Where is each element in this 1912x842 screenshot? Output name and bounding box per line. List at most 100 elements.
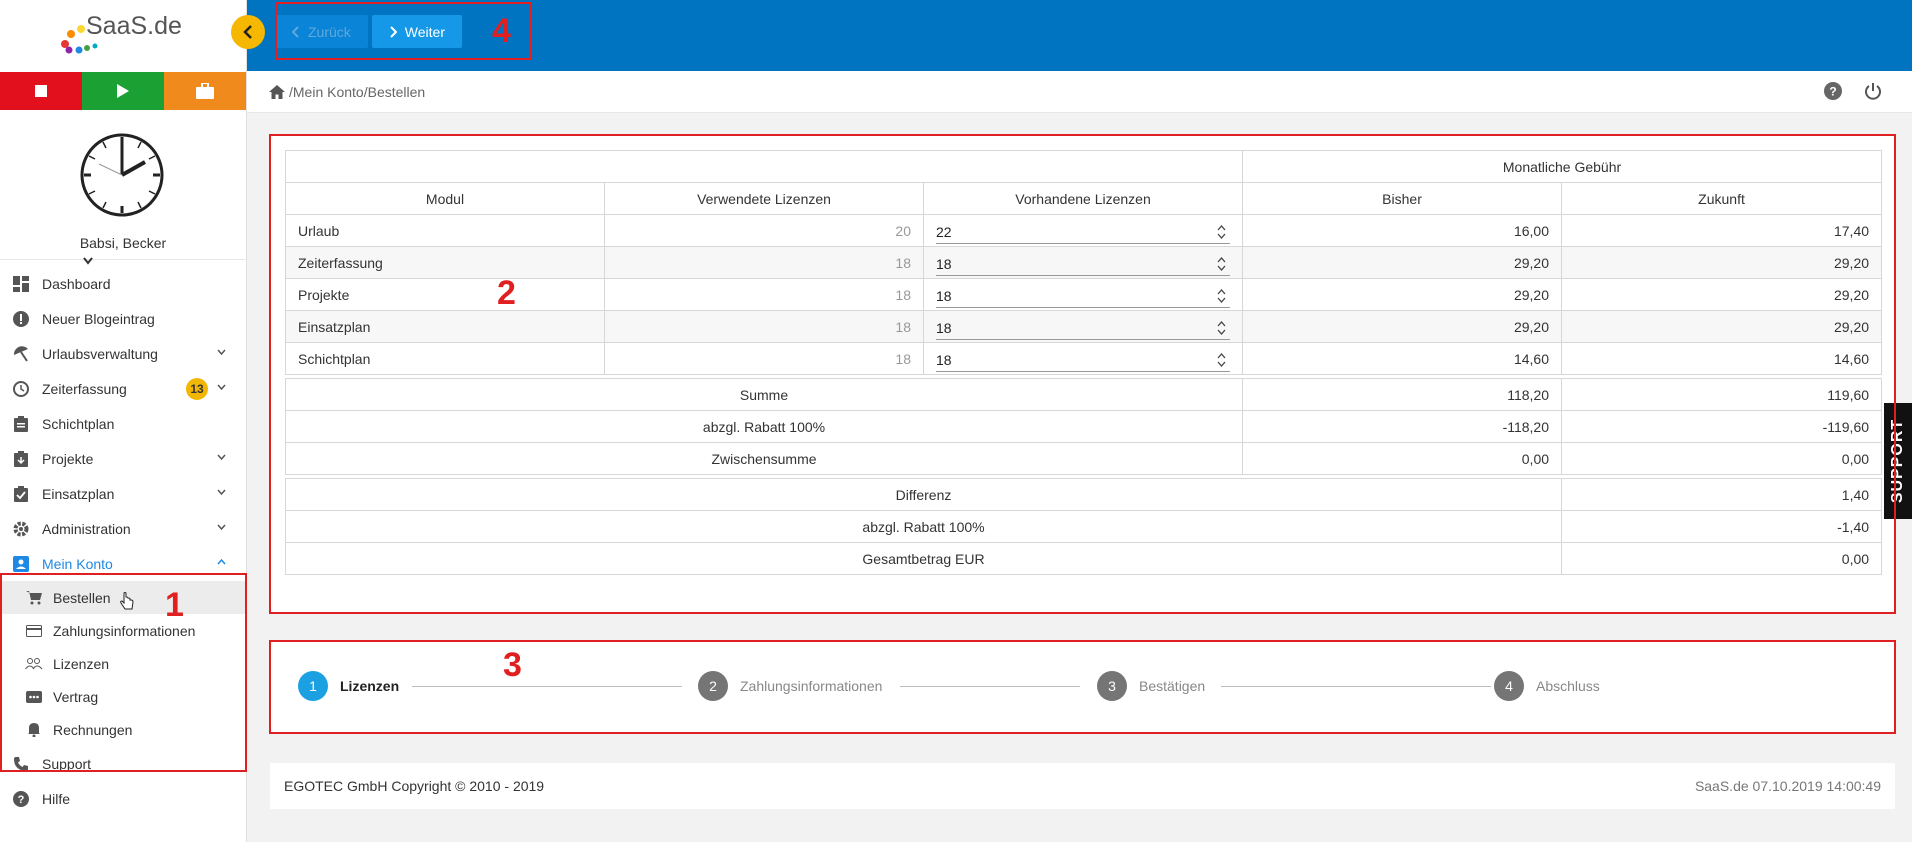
sidebar-subitem-bestellen[interactable]: Bestellen (0, 581, 246, 614)
chevron-down-icon (217, 384, 226, 391)
breadcrumb-path[interactable]: /Mein Konto/Bestellen (289, 83, 426, 100)
copyright: EGOTEC GmbH Copyright © 2010 - 2019 (284, 778, 545, 794)
stepper-value[interactable]: 18 (936, 288, 952, 304)
stop-button[interactable] (0, 72, 82, 110)
module-name: Projekte (285, 278, 605, 311)
step-zahlungsinformationen[interactable]: 2 Zahlungsinformationen (698, 671, 882, 701)
sidebar-item-mein-konto[interactable]: Mein Konto (0, 546, 246, 581)
step-abschluss[interactable]: 4 Abschluss (1494, 671, 1600, 701)
summary-row: Summe 118,20 119,60 (284, 378, 1883, 411)
sidebar-item-projekte[interactable]: Projekte (0, 441, 246, 476)
clipboard-icon (14, 415, 28, 432)
fee-future: 14,60 (1561, 342, 1883, 375)
chevron-up-icon[interactable] (1217, 321, 1226, 327)
sidebar-item-urlaub[interactable]: Urlaubsverwaltung (0, 336, 246, 371)
sidebar-item-support[interactable]: Support (0, 746, 246, 781)
chevron-down-icon[interactable] (1217, 329, 1226, 335)
sidebar-subitem-lizenzen[interactable]: Lizenzen (0, 647, 246, 680)
quantity-stepper[interactable]: 18 (936, 318, 1231, 340)
group-header: Monatliche Gebühr (1242, 150, 1883, 183)
start-button[interactable] (82, 72, 164, 110)
step-label: Zahlungsinformationen (740, 678, 883, 694)
quantity-stepper[interactable]: 22 (936, 222, 1231, 244)
table-row: Zeiterfassung 18 18 29,20 29,20 (285, 246, 1883, 279)
more-box-icon (26, 690, 42, 703)
sidebar-subitem-vertrag[interactable]: Vertrag (0, 680, 246, 713)
sidebar-item-label: Projekte (42, 450, 94, 467)
step-number: 4 (1494, 671, 1524, 701)
total-row: abzgl. Rabatt 100% -1,40 (284, 510, 1883, 543)
quantity-stepper[interactable]: 18 (936, 350, 1231, 372)
chevron-down-icon[interactable] (1217, 233, 1226, 239)
summary-label: Summe (284, 378, 1244, 411)
chevron-down-icon[interactable] (1217, 361, 1226, 367)
stepper-value[interactable]: 18 (936, 256, 952, 272)
sidebar-subitem-rechnungen[interactable]: Rechnungen (0, 713, 246, 746)
chevron-down-icon (217, 454, 226, 461)
stepper-value[interactable]: 18 (936, 352, 952, 368)
available-licenses-cell: 22 (922, 214, 1244, 247)
fee-before: 29,20 (1242, 246, 1563, 279)
chevron-down-icon[interactable] (1217, 265, 1226, 271)
quantity-stepper[interactable]: 18 (936, 286, 1231, 308)
sidebar: SaaS.de (0, 0, 247, 842)
help-icon[interactable]: ? (1824, 82, 1842, 100)
logo[interactable]: SaaS.de (0, 0, 246, 72)
summary-future: 0,00 (1561, 442, 1883, 475)
total-row: Gesamtbetrag EUR 0,00 (284, 542, 1883, 575)
briefcase-button[interactable] (164, 72, 246, 110)
alert-badge-icon (13, 310, 29, 327)
annotation-label: 2 (497, 274, 516, 312)
sidebar-item-label: Dashboard (42, 275, 111, 292)
support-tab[interactable]: SUPPORT (1884, 403, 1912, 519)
chevron-up-icon[interactable] (1217, 353, 1226, 359)
chevron-down-icon[interactable] (1217, 297, 1226, 303)
column-header: Zukunft (1561, 182, 1883, 215)
stepper-value[interactable]: 22 (936, 224, 952, 240)
next-button[interactable]: Weiter (371, 15, 462, 48)
chevron-up-icon[interactable] (1217, 257, 1226, 263)
step-bestaetigen[interactable]: 3 Bestätigen (1097, 671, 1205, 701)
back-button[interactable]: Zurück (275, 15, 368, 48)
sidebar-collapse-button[interactable] (231, 15, 265, 49)
available-licenses-cell: 18 (922, 310, 1244, 343)
step-lizenzen[interactable]: 1 Lizenzen (298, 671, 399, 701)
sidebar-item-blog[interactable]: Neuer Blogeintrag (0, 301, 246, 336)
quantity-stepper[interactable]: 18 (936, 254, 1231, 276)
module-name: Zeiterfassung (285, 246, 605, 279)
user-menu[interactable]: Babsi, Becker (0, 235, 246, 265)
chevron-up-icon[interactable] (1217, 225, 1226, 231)
sidebar-item-dashboard[interactable]: Dashboard (0, 266, 246, 301)
annotation-label: 4 (492, 12, 511, 50)
home-icon[interactable] (269, 84, 285, 99)
help-circle-icon: ? (13, 790, 29, 807)
user-name: Babsi, Becker (79, 235, 167, 251)
breadcrumb: /Mein Konto/Bestellen ? (247, 71, 1912, 113)
gear-icon (13, 521, 29, 536)
chevron-up-icon[interactable] (1217, 289, 1226, 295)
play-icon (117, 84, 129, 98)
sidebar-item-hilfe[interactable]: ? Hilfe (0, 781, 246, 816)
fee-future: 29,20 (1561, 246, 1883, 279)
svg-text:?: ? (18, 794, 25, 806)
sidebar-item-label: Schichtplan (42, 415, 115, 432)
sidebar-item-einsatzplan[interactable]: Einsatzplan (0, 476, 246, 511)
column-header: Vorhandene Lizenzen (922, 182, 1244, 215)
summary-row: Zwischensumme 0,00 0,00 (284, 442, 1883, 475)
sidebar-item-administration[interactable]: Administration (0, 511, 246, 546)
summary-future: 119,60 (1561, 378, 1883, 411)
sidebar-item-zeiterfassung[interactable]: Zeiterfassung 13 (0, 371, 246, 406)
stepper-value[interactable]: 18 (936, 320, 952, 336)
table-row: Schichtplan 18 18 14,60 14,60 (285, 342, 1883, 375)
hand-cursor-icon (119, 591, 134, 609)
power-icon[interactable] (1864, 82, 1882, 100)
stop-icon (35, 85, 47, 97)
column-header: Bisher (1242, 182, 1563, 215)
step-label: Bestätigen (1139, 678, 1206, 694)
notification-badge: 13 (186, 378, 208, 400)
phone-icon (14, 756, 28, 771)
sidebar-item-schichtplan[interactable]: Schichtplan (0, 406, 246, 441)
sidebar-item-label: Support (42, 755, 92, 772)
next-button-label: Weiter (404, 23, 445, 40)
sidebar-subitem-zahlungsinformationen[interactable]: Zahlungsinformationen (0, 614, 246, 647)
